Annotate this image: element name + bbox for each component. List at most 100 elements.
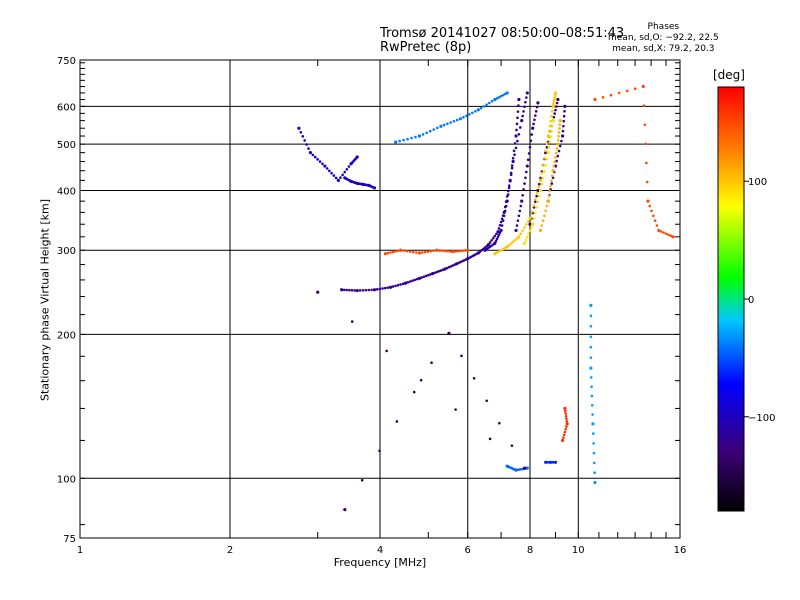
data-point: [532, 217, 536, 220]
colorbar-unit-label: [deg]: [713, 68, 745, 82]
data-point: [378, 449, 381, 453]
data-point: [410, 136, 413, 140]
colorbar-ticks: 100 0 −100: [744, 177, 775, 424]
data-point: [513, 238, 517, 242]
data-point: [460, 354, 463, 358]
data-point: [526, 158, 530, 162]
y-tick-label: 75: [63, 534, 76, 545]
data-point: [454, 250, 457, 253]
data-point: [449, 121, 452, 124]
data-point: [456, 249, 460, 253]
data-point: [491, 236, 495, 240]
data-point: [526, 220, 530, 223]
data-point: [507, 186, 511, 190]
data-point: [510, 444, 514, 447]
data-point: [561, 129, 565, 133]
data-point: [552, 164, 556, 168]
data-point: [426, 250, 430, 253]
data-point: [553, 160, 556, 164]
data-point: [355, 155, 359, 159]
data-point: [466, 248, 470, 252]
data-point: [589, 356, 593, 359]
data-point: [394, 140, 398, 144]
data-point: [429, 249, 433, 253]
data-point: [515, 237, 519, 240]
data-point: [465, 114, 468, 118]
data-point: [505, 245, 509, 249]
data-point: [550, 124, 554, 128]
data-point: [433, 271, 436, 275]
data-point: [534, 211, 537, 215]
data-point: [330, 171, 333, 175]
data-point: [528, 216, 532, 220]
data-point: [375, 288, 379, 291]
data-point: [446, 249, 449, 253]
data-point: [524, 238, 528, 242]
data-point: [643, 123, 647, 127]
data-point: [530, 133, 534, 136]
data-point: [538, 178, 543, 182]
data-point: [511, 240, 515, 244]
data-point: [495, 232, 498, 236]
data-point: [563, 430, 567, 434]
data-point: [591, 413, 594, 416]
data-point: [447, 265, 451, 269]
data-point: [551, 169, 555, 173]
data-point: [550, 130, 553, 133]
data-point: [343, 170, 347, 174]
data-point: [549, 184, 552, 188]
data-point: [551, 176, 555, 180]
data-point: [399, 248, 403, 252]
data-point: [435, 248, 439, 252]
y-axis-ticks: 75 100 200 300 400 500 600 750: [57, 56, 680, 545]
data-point: [514, 228, 518, 233]
data-point: [499, 228, 503, 233]
data-point: [421, 133, 425, 136]
data-point: [593, 471, 596, 474]
colorbar-tick-label: −100: [748, 413, 775, 424]
data-point: [532, 122, 535, 126]
data-point: [499, 248, 503, 252]
data-point: [442, 123, 446, 127]
phase-stats-heading: Phases: [647, 22, 680, 32]
data-point: [528, 222, 532, 226]
data-point: [341, 173, 344, 177]
data-point: [560, 139, 563, 143]
data-point: [592, 442, 595, 445]
data-point: [562, 124, 565, 128]
data-point: [550, 109, 554, 113]
data-point: [525, 235, 529, 239]
data-point: [452, 119, 456, 123]
data-point: [517, 214, 521, 218]
data-point: [527, 152, 531, 155]
data-point: [554, 108, 557, 112]
data-point: [415, 251, 418, 254]
data-point: [653, 219, 657, 222]
data-point: [421, 251, 424, 254]
data-point: [550, 179, 553, 183]
data-point: [504, 204, 508, 208]
data-point: [558, 119, 562, 123]
data-point: [395, 420, 399, 423]
data-point: [641, 84, 645, 89]
data-point: [536, 101, 540, 105]
data-point: [345, 167, 349, 171]
data-point: [494, 239, 498, 243]
data-point: [554, 156, 557, 159]
data-point: [403, 281, 408, 285]
x-tick-label: 1: [77, 545, 83, 556]
data-point: [388, 285, 393, 289]
data-point: [485, 103, 488, 106]
data-point: [493, 252, 497, 256]
data-point: [645, 180, 649, 184]
data-point: [535, 206, 538, 209]
data-point: [554, 151, 558, 155]
chart-subtitle: RwPretec (8p): [380, 40, 472, 55]
data-point: [514, 134, 518, 138]
data-point: [560, 438, 565, 443]
data-point: [521, 229, 524, 232]
x-tick-label: 2: [227, 545, 233, 556]
x-axis-ticks: 1 2 4 6 8 10 16: [77, 60, 686, 556]
phase-stats: Phases mean, sd,O: −92.2, 22.5 mean, sd,…: [608, 22, 719, 55]
x-axis-label: Frequency [MHz]: [333, 556, 427, 569]
